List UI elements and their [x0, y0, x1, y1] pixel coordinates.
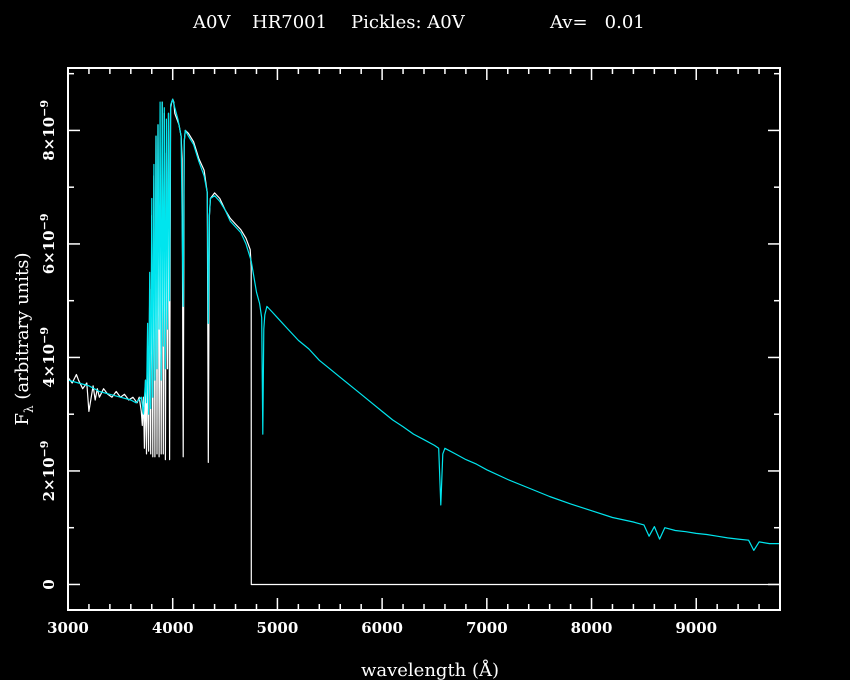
- y-axis-label: Fλ (arbitrary units): [12, 253, 36, 426]
- x-tick-label: 7000: [466, 619, 508, 637]
- title-extinction: Av= 0.01: [549, 12, 645, 33]
- chart-title: A0V HR7001 Pickles: A0V Av= 0.01: [192, 12, 645, 33]
- y-axis-label-rest: (arbitrary units): [12, 253, 33, 406]
- title-star-name: HR7001: [252, 12, 327, 33]
- spectrum-series-2: [67, 98, 780, 552]
- title-template: Pickles: A0V: [351, 12, 466, 33]
- series-layer: [67, 98, 780, 586]
- x-tick-label: 4000: [152, 619, 194, 637]
- y-tick-label: 0: [40, 579, 58, 589]
- y-axis-label-main: F: [12, 413, 33, 426]
- y-tick-label: 2×10−9: [38, 441, 58, 502]
- x-tick-label: 8000: [571, 619, 613, 637]
- y-tick-label: 6×10−9: [38, 214, 58, 275]
- y-axis-ticks: 0 2×10−9 4×10−9 6×10−9 8×10−9: [38, 72, 780, 590]
- y-tick-label: 4×10−9: [38, 327, 58, 388]
- x-tick-label: 3000: [47, 619, 89, 637]
- title-spectral-type: A0V: [192, 12, 231, 33]
- x-tick-label: 9000: [675, 619, 717, 637]
- x-axis-ticks: 3000 4000 5000 6000 7000 8000 9000: [47, 68, 781, 637]
- y-axis-label-subscript: λ: [22, 405, 36, 413]
- x-tick-label: 5000: [257, 619, 299, 637]
- x-tick-label: 6000: [361, 619, 403, 637]
- x-axis-label: wavelength (Å): [361, 659, 499, 680]
- y-tick-label: 8×10−9: [38, 100, 58, 161]
